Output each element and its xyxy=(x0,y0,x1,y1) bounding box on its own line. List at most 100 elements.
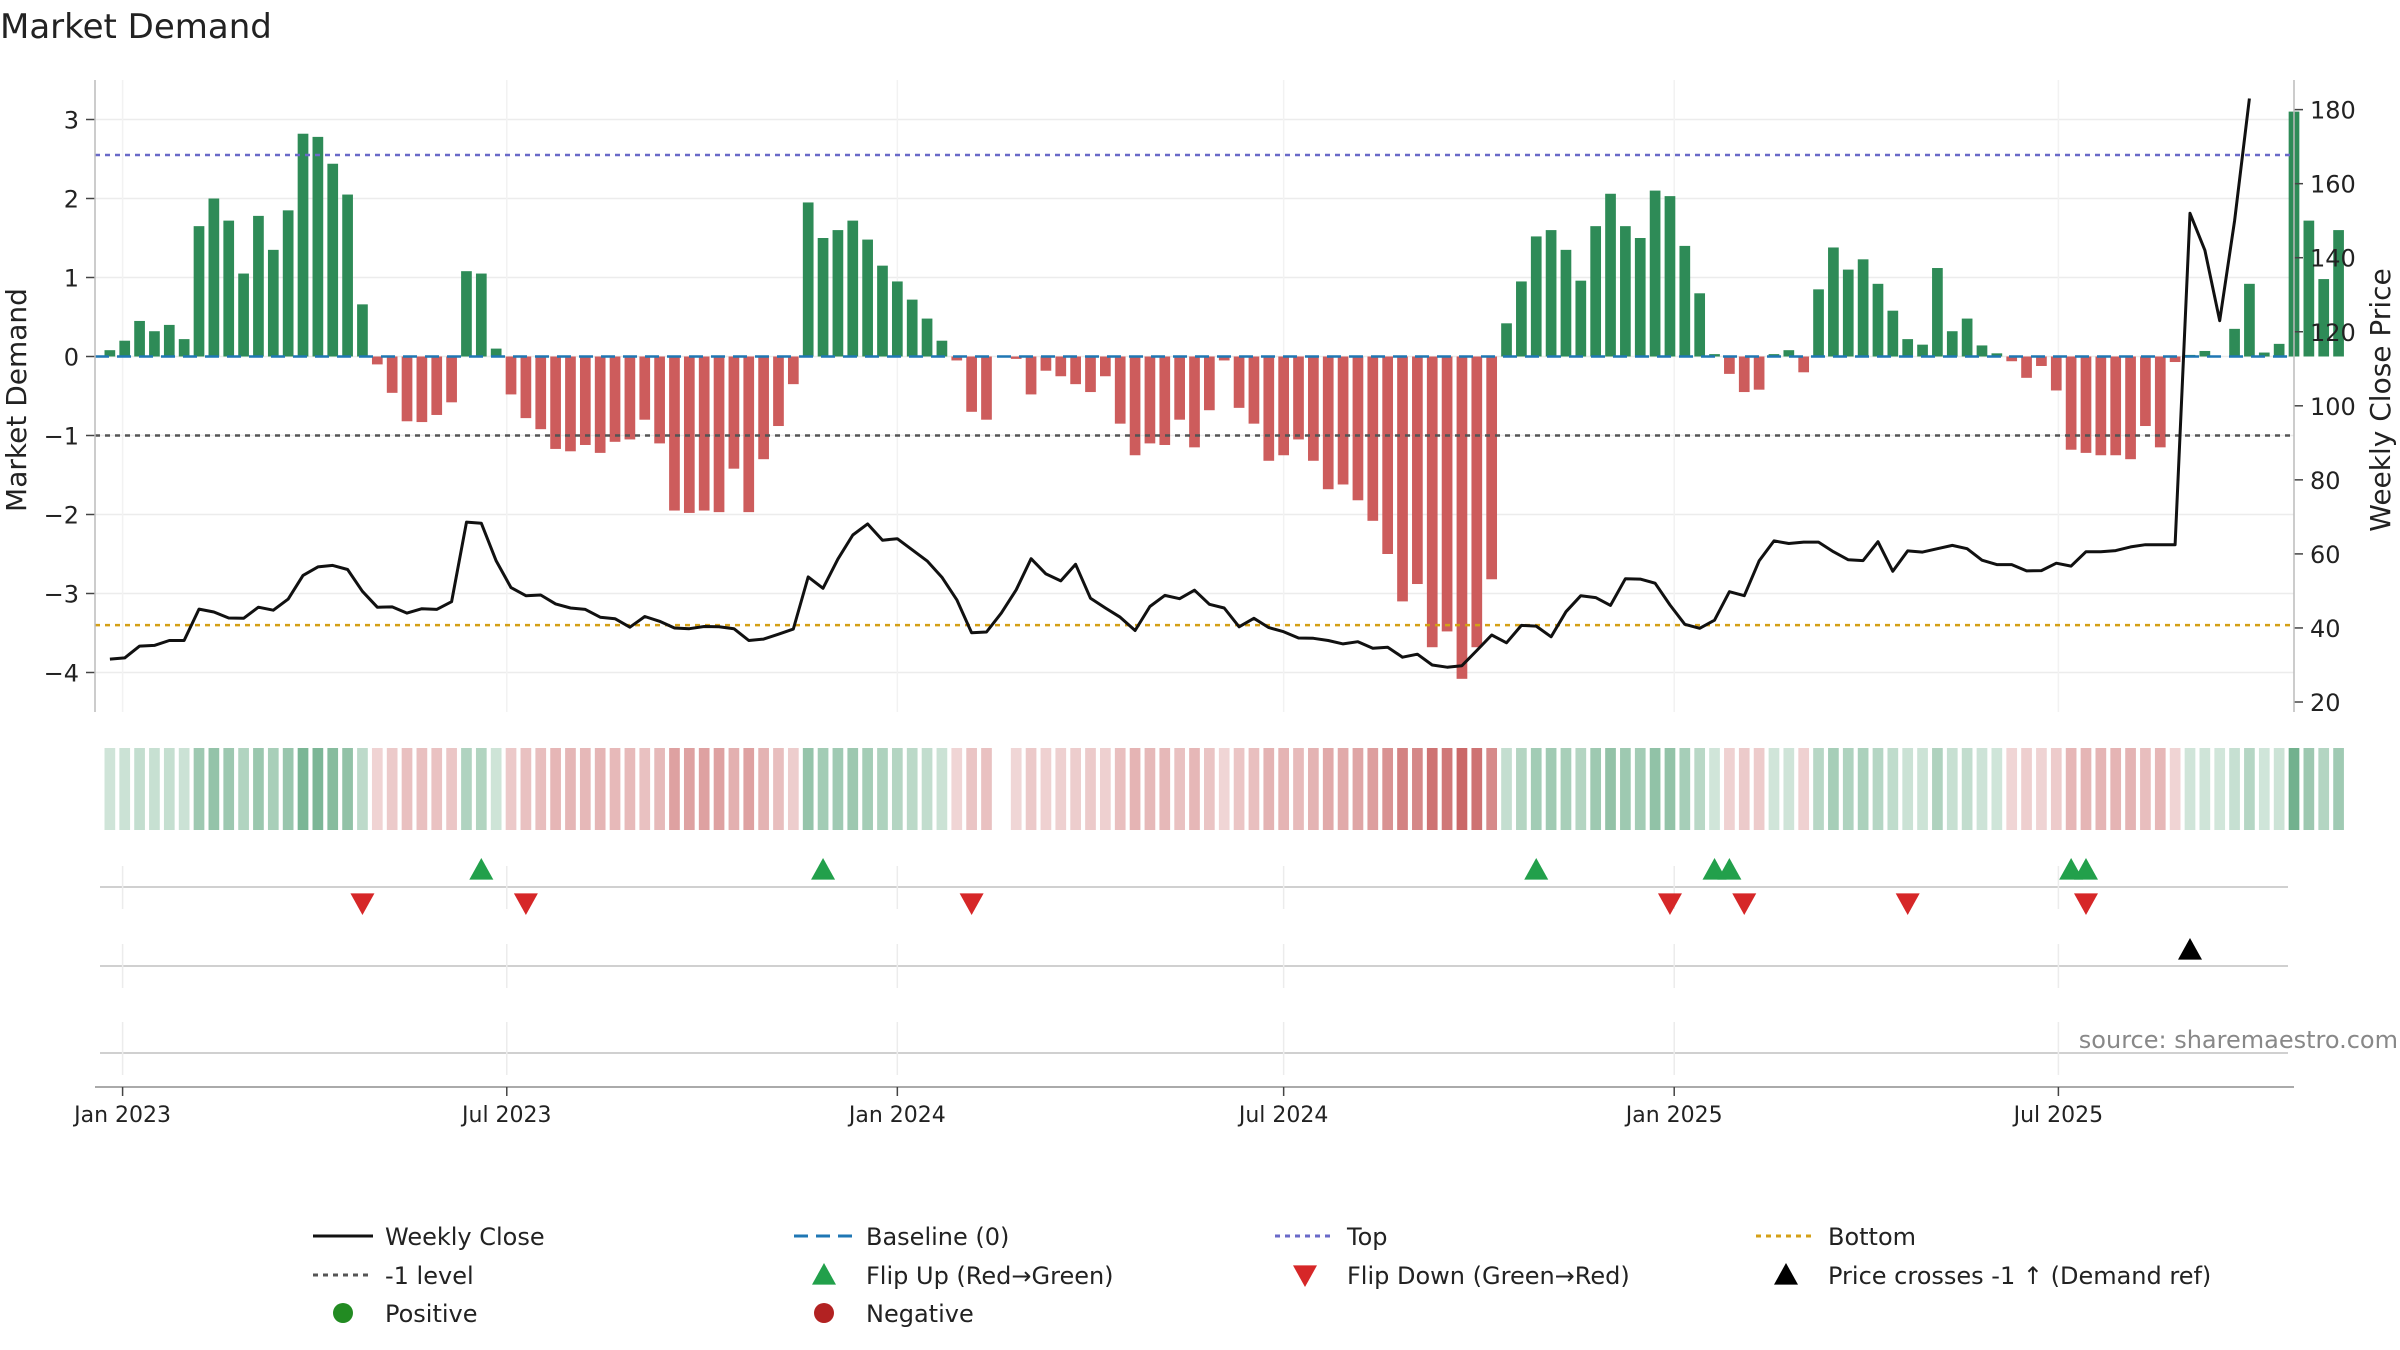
heatmap-cell xyxy=(1649,748,1661,830)
heatmap-cell xyxy=(1857,748,1869,830)
heatmap-cell xyxy=(1560,748,1572,830)
legend-swatch xyxy=(333,1303,353,1323)
negative-bar xyxy=(609,356,621,442)
positive-bar xyxy=(2229,328,2240,357)
heatmap-cell xyxy=(490,748,502,830)
demand-bars xyxy=(104,111,2344,679)
heatmap-cell xyxy=(951,748,963,830)
positive-bar xyxy=(1991,353,2003,357)
heatmap-cell xyxy=(1025,748,1037,830)
negative-bar xyxy=(520,356,532,419)
heatmap-cell xyxy=(505,748,517,830)
heatmap-cell xyxy=(297,748,309,830)
heatmap-cell xyxy=(1575,748,1587,830)
negative-bar xyxy=(2021,356,2032,378)
heatmap-cell xyxy=(877,748,888,830)
heatmap-cell xyxy=(891,748,903,830)
negative-bar xyxy=(505,356,517,395)
heatmap-cell xyxy=(267,748,279,830)
x-tick-label: Jul 2023 xyxy=(460,1103,552,1128)
negative-bar xyxy=(669,356,680,511)
heatmap-cell xyxy=(1189,748,1200,830)
negative-bar xyxy=(2154,356,2166,448)
y2-tick-label: 140 xyxy=(2310,245,2356,273)
heatmap-cell xyxy=(2258,748,2270,830)
flip-down-marker xyxy=(2073,893,2098,915)
heatmap-cell xyxy=(342,748,353,830)
positive-bar xyxy=(2244,283,2255,357)
positive-bar xyxy=(1634,238,1646,357)
negative-bar xyxy=(758,356,769,460)
heatmap-cell xyxy=(594,748,606,830)
heatmap-cell xyxy=(2006,748,2018,830)
positive-bar xyxy=(802,202,814,357)
negative-bar xyxy=(1456,356,1468,679)
x-tick-label: Jul 2024 xyxy=(1237,1103,1329,1128)
y2-tick-label: 180 xyxy=(2310,97,2356,125)
positive-bar xyxy=(1590,226,1602,357)
heatmap-cell xyxy=(1664,748,1676,830)
positive-bar xyxy=(149,331,160,357)
empty-panel xyxy=(100,1022,2288,1075)
positive-bar xyxy=(297,133,309,357)
negative-bar xyxy=(1085,356,1096,393)
flip-down-marker xyxy=(1657,893,1682,915)
negative-bar xyxy=(2050,356,2062,391)
heatmap-cell xyxy=(1991,748,2003,830)
heatmap-cell xyxy=(446,748,457,830)
heatmap-cell xyxy=(401,748,413,830)
heatmap-cell xyxy=(1382,748,1394,830)
heatmap-cell xyxy=(550,748,561,830)
positive-bar xyxy=(862,239,873,357)
positive-bar xyxy=(1961,318,1973,357)
negative-bar xyxy=(2110,356,2122,456)
legend-label: Positive xyxy=(385,1300,478,1328)
flip-down-marker xyxy=(350,893,375,915)
negative-bar xyxy=(1025,356,1037,395)
positive-bar xyxy=(163,324,175,357)
negative-bar xyxy=(2140,356,2151,427)
positive-bar xyxy=(832,230,844,357)
heatmap-cell xyxy=(178,748,190,830)
positive-bar xyxy=(1679,245,1691,357)
negative-bar xyxy=(1263,356,1275,461)
heatmap-cell xyxy=(1204,748,1215,830)
positive-bar xyxy=(1605,193,1616,357)
heatmap-cell xyxy=(1322,748,1334,830)
y-tick-label: 2 xyxy=(64,186,79,214)
negative-bar xyxy=(1248,356,1260,424)
negative-bar xyxy=(446,356,457,403)
legend-label: -1 level xyxy=(385,1262,474,1290)
flip-down-marker xyxy=(959,893,984,915)
heatmap-cell xyxy=(817,748,829,830)
y2-tick-label: 40 xyxy=(2310,615,2341,643)
legend-label: Flip Up (Red→Green) xyxy=(866,1262,1114,1290)
positive-bar xyxy=(253,215,264,357)
positive-bar xyxy=(223,220,235,357)
positive-bar xyxy=(1857,259,1869,357)
heatmap-cell xyxy=(832,748,844,830)
heatmap-cell xyxy=(1946,748,1958,830)
negative-bar xyxy=(1293,356,1304,440)
heatmap-cell xyxy=(2125,748,2136,830)
heatmap-cell xyxy=(683,748,695,830)
negative-bar xyxy=(787,356,799,385)
negative-bar xyxy=(1144,356,1156,444)
heatmap-cell xyxy=(282,748,294,830)
heatmap-cell xyxy=(2050,748,2062,830)
positive-bar xyxy=(327,163,339,357)
heatmap-cell xyxy=(2229,748,2240,830)
heatmap-cell xyxy=(1724,748,1735,830)
heatmap-cell xyxy=(1679,748,1691,830)
positive-bar xyxy=(238,273,249,357)
positive-bar xyxy=(342,194,353,357)
negative-bar xyxy=(639,356,651,420)
heatmap-cell xyxy=(416,748,428,830)
heatmap-cell xyxy=(1842,748,1854,830)
legend-label: Flip Down (Green→Red) xyxy=(1347,1262,1630,1290)
positive-bar xyxy=(312,136,324,357)
positive-bar xyxy=(1545,230,1557,357)
heatmap-cell xyxy=(2333,748,2344,830)
y2-tick-label: 120 xyxy=(2310,319,2356,347)
